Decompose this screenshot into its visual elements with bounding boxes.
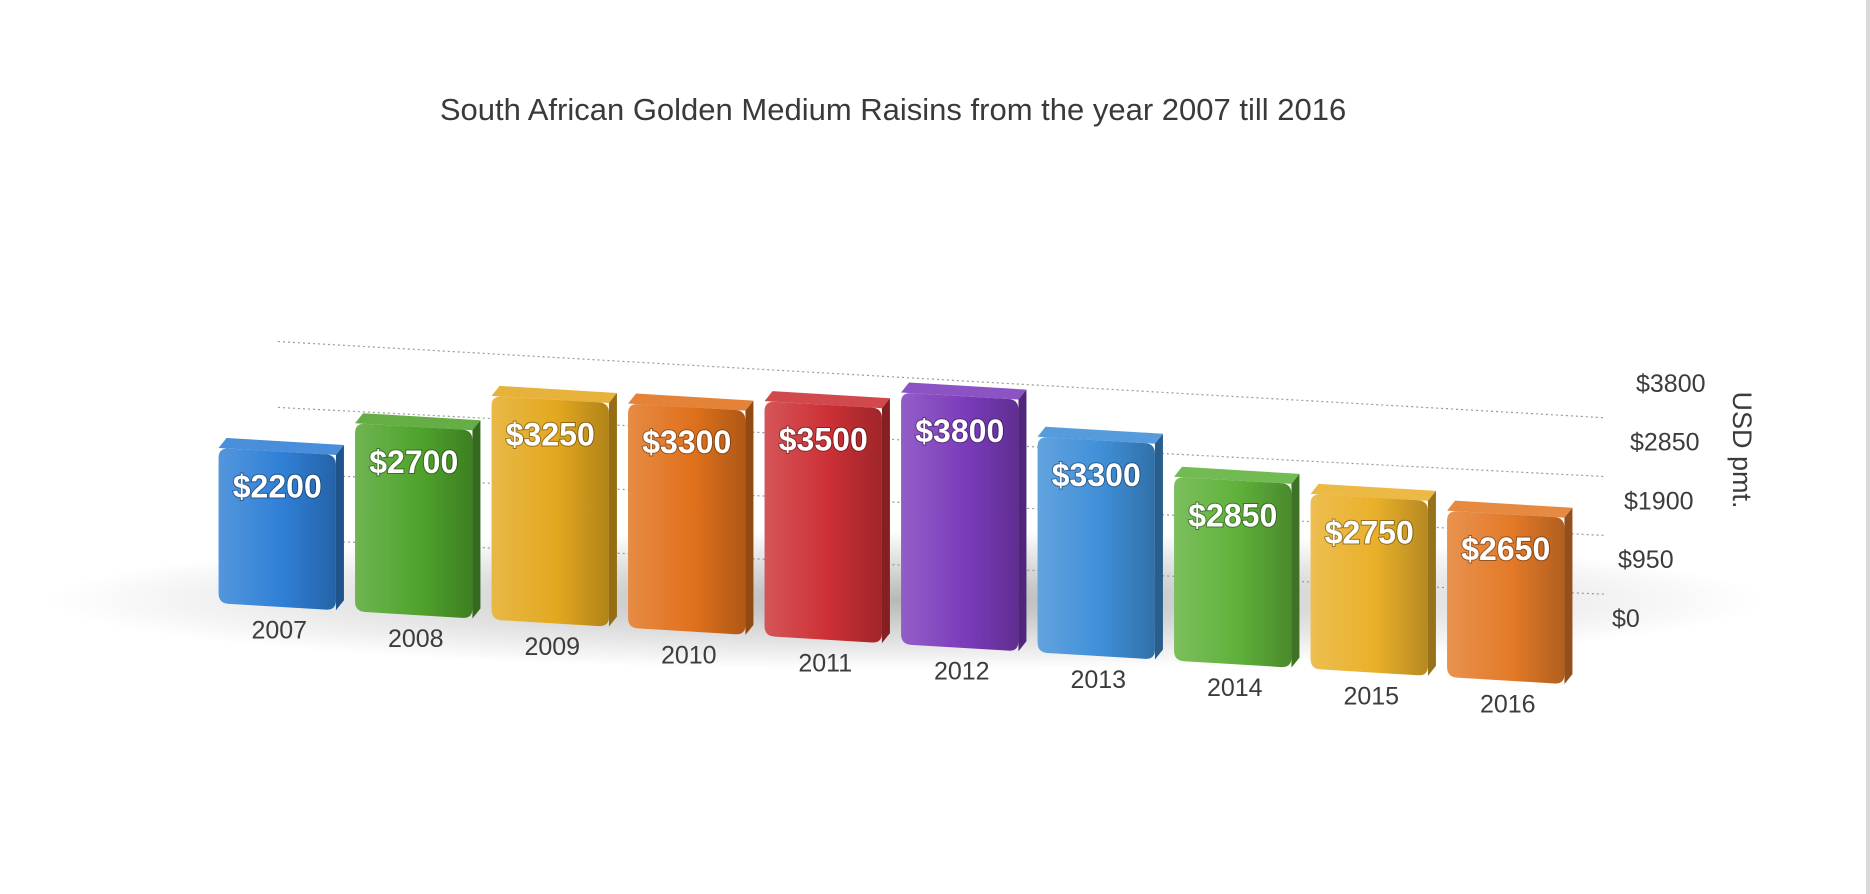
bars: $2200 $2700 $3250 $3300 $3500 $3800 $3300 $2850… — [218, 382, 1573, 685]
chart-title: South African Golden Medium Raisins from… — [440, 92, 1346, 127]
x-category-label: 2007 — [251, 617, 307, 645]
bar-top-face — [764, 391, 890, 409]
y-tick-label: $950 — [1618, 546, 1674, 574]
bar-side-face — [745, 400, 754, 635]
bar-front-face — [1310, 494, 1428, 676]
bar-value-label: $2700 — [369, 444, 458, 480]
gridline — [277, 340, 1606, 419]
bar-side-face — [608, 392, 617, 627]
bar-front-face — [491, 396, 609, 627]
x-category-label: 2008 — [388, 625, 444, 653]
bar-value-label: $3250 — [506, 416, 595, 452]
bar-2010: $3300 — [628, 393, 754, 635]
bar-side-face — [881, 398, 890, 644]
bar-top-face — [355, 413, 481, 431]
bar-top-face — [1310, 483, 1436, 501]
x-category-label: 2010 — [661, 641, 717, 669]
x-category-label: 2009 — [524, 633, 580, 661]
bar-side-face — [1427, 490, 1436, 676]
bar-side-face — [1018, 389, 1027, 652]
bar-side-face — [1291, 473, 1300, 668]
bar-value-label: $3300 — [642, 424, 731, 460]
x-category-label: 2013 — [1070, 666, 1126, 694]
bar-2013: $3300 — [1037, 426, 1163, 660]
window-edge — [1866, 0, 1870, 894]
bar-value-label: $2850 — [1188, 497, 1277, 533]
y-tick-label: $2850 — [1630, 429, 1700, 457]
bar-2011: $3500 — [764, 391, 890, 644]
bar-top-face — [628, 393, 754, 411]
bar-value-label: $3500 — [779, 422, 868, 458]
bar-value-label: $2650 — [1461, 531, 1550, 567]
bar-2012: $3800 — [901, 382, 1027, 652]
bar-side-face — [335, 445, 344, 611]
x-axis-categories: 2007 2008 2009 2010 2011 2012 2013 2014 2015 2016 — [251, 617, 1535, 719]
bar-value-label: $3300 — [1052, 457, 1141, 493]
bar-value-label: $2200 — [233, 468, 322, 504]
bar-top-face — [218, 437, 344, 456]
bar-top-face — [1037, 426, 1163, 444]
y-tick-label: $1900 — [1624, 487, 1694, 515]
x-category-label: 2012 — [934, 658, 990, 686]
x-category-label: 2014 — [1207, 674, 1263, 702]
bar-value-label: $2750 — [1325, 514, 1414, 550]
bar-value-label: $3800 — [915, 413, 1004, 449]
bar-front-face — [1174, 477, 1292, 668]
bar-side-face — [1154, 433, 1163, 660]
x-category-label: 2011 — [798, 650, 852, 678]
bar-side-face — [1564, 507, 1573, 685]
bar-front-face — [1447, 511, 1565, 684]
bar-front-face — [355, 423, 473, 618]
bar-top-face — [901, 382, 1027, 400]
bar-front-face — [218, 448, 336, 610]
bar-2007: $2200 — [218, 437, 344, 611]
bar-top-face — [1174, 466, 1300, 484]
bar-front-face — [628, 404, 746, 635]
bar-front-face — [764, 401, 882, 643]
bar-side-face — [472, 420, 481, 619]
y-axis-label: USD pmt. — [1727, 391, 1757, 508]
x-category-label: 2015 — [1343, 682, 1399, 710]
bar-top-face — [1447, 500, 1573, 518]
y-axis-ticks: $0 $950 $1900 $2850 $3800 — [1612, 370, 1706, 633]
x-category-label: 2016 — [1480, 691, 1536, 719]
bar-front-face — [901, 393, 1019, 651]
bar-top-face — [491, 385, 617, 403]
bar-2014: $2850 — [1174, 466, 1300, 668]
y-tick-label: $0 — [1612, 605, 1640, 633]
bar-front-face — [1037, 437, 1155, 659]
bar-2015: $2750 — [1310, 483, 1436, 676]
bar-2016: $2650 — [1447, 500, 1573, 685]
bar-2009: $3250 — [491, 385, 617, 627]
y-tick-label: $3800 — [1636, 370, 1706, 398]
bar-2008: $2700 — [355, 413, 481, 619]
